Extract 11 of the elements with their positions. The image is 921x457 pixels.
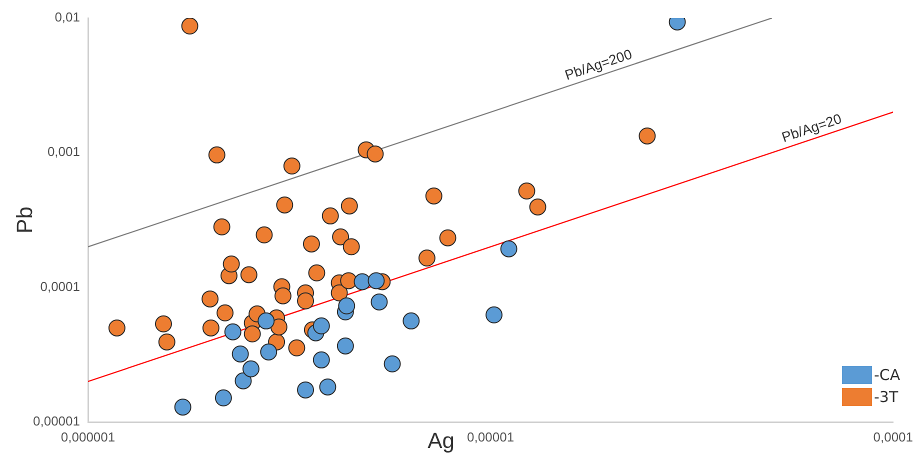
y-tick-label: 0,0001	[40, 278, 80, 294]
x-axis-title: Ag	[428, 428, 455, 454]
y-axis-title: Pb	[12, 206, 38, 234]
x-tick-label: 0,0001	[873, 429, 913, 444]
y-tick-label: 0,001	[47, 144, 80, 160]
legend-label: -CA	[874, 366, 900, 384]
x-tick-label: 0,00001	[467, 429, 514, 444]
x-tick-label: 0,000001	[60, 429, 116, 444]
y-tick-label: 0,01	[54, 10, 80, 25]
y-tick-label: 0,00001	[33, 414, 80, 429]
legend-label: -3T	[874, 388, 898, 406]
